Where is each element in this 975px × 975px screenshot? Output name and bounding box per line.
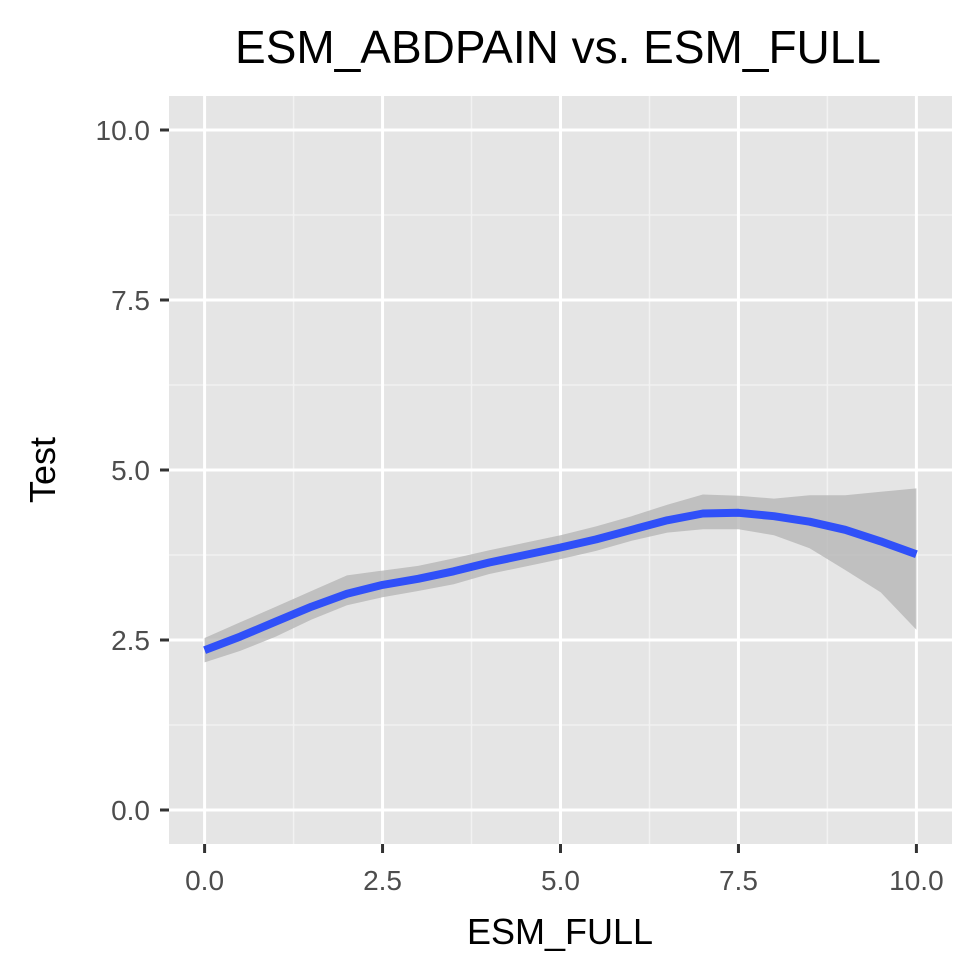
x-tick-label: 2.5 (363, 865, 402, 896)
series-layer (203, 488, 918, 663)
x-tick-label: 7.5 (719, 865, 758, 896)
confidence-band (204, 488, 917, 663)
x-axis-title: ESM_FULL (467, 911, 653, 952)
y-axis: 0.0 2.5 5.0 7.5 10.0 (96, 115, 169, 826)
x-tick-label: 10.0 (889, 865, 944, 896)
y-tick-label: 2.5 (111, 625, 150, 656)
x-tick-label: 0.0 (185, 865, 224, 896)
y-tick-label: 5.0 (111, 455, 150, 486)
smooth-line (203, 508, 918, 654)
chart-title: ESM_ABDPAIN vs. ESM_FULL (235, 21, 881, 73)
major-grid (169, 96, 952, 844)
y-axis-title: Test (22, 437, 63, 503)
y-tick-label: 7.5 (111, 285, 150, 316)
y-tick-label: 10.0 (96, 115, 151, 146)
y-tick-label: 0.0 (111, 795, 150, 826)
x-axis: 0.0 2.5 5.0 7.5 10.0 (185, 844, 944, 896)
x-tick-label: 5.0 (541, 865, 580, 896)
